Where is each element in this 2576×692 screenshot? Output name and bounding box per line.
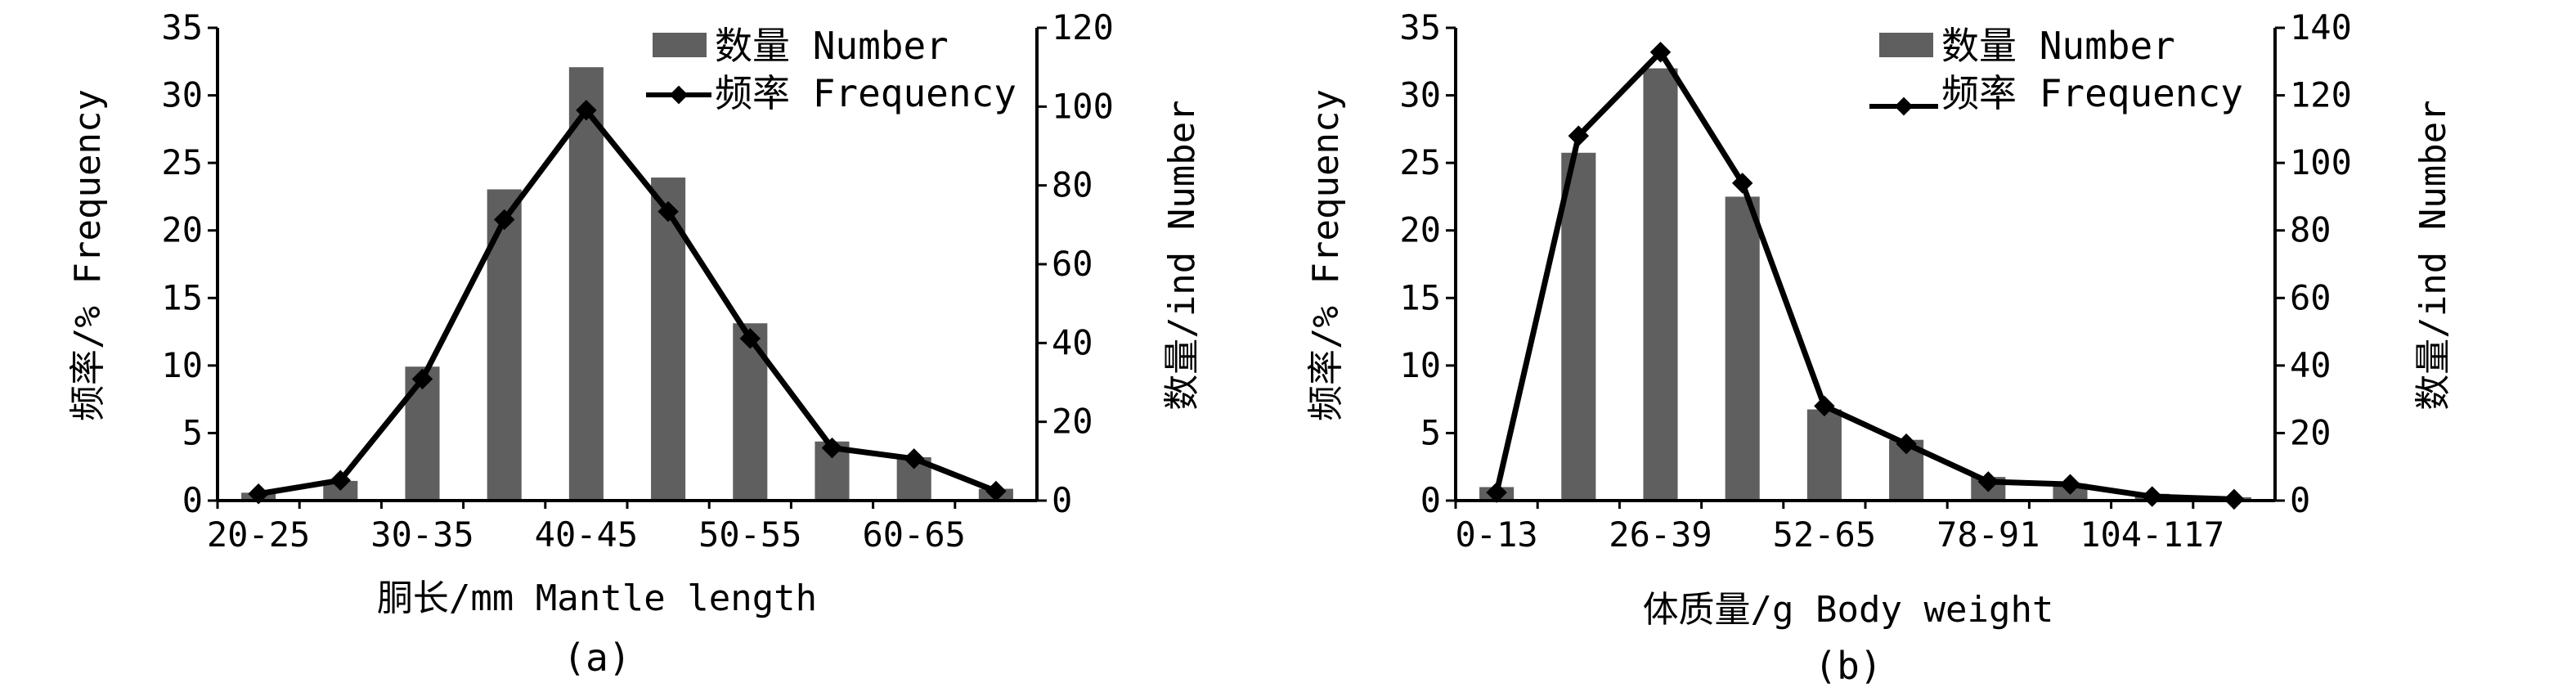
bar <box>568 67 604 501</box>
panel-a: 0 5 10 15 20 25 30 35 0 20 40 60 80 100 120 20-25 30-35 4… <box>67 7 1203 680</box>
right-y-axis-label: 数量/ind Number <box>1161 100 1203 410</box>
left-y-tick-label: 20 <box>1399 210 1441 250</box>
bar-series <box>1479 68 2251 501</box>
legend-bar-label: 数量 Number <box>1941 24 2175 68</box>
right-y-tick-label: 80 <box>2290 210 2331 250</box>
legend-line-label: 频率 Frequency <box>1941 71 2243 115</box>
line-point <box>411 368 433 390</box>
right-y-tick-label: 20 <box>1052 402 1093 442</box>
x-tick-label: 20-25 <box>207 515 310 555</box>
left-y-tick-label: 25 <box>161 142 203 182</box>
bar <box>1806 409 1842 501</box>
left-y-tick-label: 15 <box>161 277 203 317</box>
legend-line-label: 频率 Frequency <box>715 71 1016 115</box>
right-y-tick-label: 40 <box>2290 345 2331 385</box>
right-y-tick-label: 0 <box>2290 480 2310 520</box>
bar <box>1643 68 1678 501</box>
line-point <box>2141 486 2163 507</box>
left-y-tick-label: 5 <box>1420 412 1441 452</box>
line-point <box>330 470 352 491</box>
line-point <box>2224 488 2245 510</box>
left-y-tick-label: 15 <box>1399 277 1441 317</box>
legend-bar-swatch <box>653 33 707 57</box>
right-y-tick-label: 100 <box>2290 142 2352 182</box>
x-tick-label: 50-55 <box>698 515 801 555</box>
left-y-tick-label: 35 <box>1399 7 1441 47</box>
right-y-tick-label: 120 <box>1052 7 1114 47</box>
right-y-tick-label: 140 <box>2290 7 2352 47</box>
x-tick-label: 0-13 <box>1456 515 1538 555</box>
line-series <box>248 100 1007 505</box>
line-point <box>248 483 269 505</box>
legend-bar-label: 数量 Number <box>715 24 949 68</box>
left-y-tick-label: 0 <box>182 480 203 520</box>
right-y-tick-label: 80 <box>1052 165 1093 205</box>
x-axis-label: 体质量/g Body weight <box>1643 589 2054 631</box>
bar <box>487 189 522 501</box>
x-tick-label: 26-39 <box>1609 515 1712 555</box>
x-tick-label: 52-65 <box>1773 515 1876 555</box>
line-point <box>493 209 515 231</box>
x-tick-label: 30-35 <box>370 515 473 555</box>
x-tick-label: 104-117 <box>2080 515 2224 555</box>
frequency-line <box>1493 49 2235 502</box>
axis-ticks: 0 5 10 15 20 25 30 35 0 20 40 60 80 100 120 140 0-13 26-3… <box>1399 7 2351 555</box>
x-axis-label: 胴长/mm Mantle length <box>377 577 817 619</box>
panel-label: (a) <box>563 636 631 680</box>
right-y-tick-label: 100 <box>1052 86 1114 126</box>
left-y-tick-label: 20 <box>161 210 203 250</box>
legend-line-marker <box>669 85 689 105</box>
right-y-tick-label: 60 <box>1052 244 1093 284</box>
bar-series <box>241 67 1013 501</box>
legend-line-marker <box>1894 97 1914 116</box>
left-y-tick-label: 10 <box>161 345 203 385</box>
left-y-axis-label: 频率/% Frequency <box>67 89 109 421</box>
line-point <box>657 200 679 222</box>
left-y-tick-label: 0 <box>1420 480 1441 520</box>
legend: 数量 Number 频率 Frequency <box>646 24 1016 115</box>
axis-ticks: 0 5 10 15 20 25 30 35 0 20 40 60 80 100 120 20-25 30-35 4… <box>161 7 1113 555</box>
line-series <box>1486 41 2245 510</box>
left-y-tick-label: 30 <box>161 75 203 115</box>
bar <box>1561 152 1596 501</box>
line-point <box>739 328 761 349</box>
bar <box>1725 196 1760 501</box>
legend: 数量 Number 频率 Frequency <box>1869 24 2243 116</box>
left-y-axis-label: 频率/% Frequency <box>1305 89 1347 421</box>
right-y-tick-label: 120 <box>2290 75 2352 115</box>
panel-b: 0 5 10 15 20 25 30 35 0 20 40 60 80 100 120 140 0-13 26-3… <box>1305 7 2454 688</box>
line-point <box>576 100 597 121</box>
frequency-line <box>258 107 998 497</box>
panel-label: (b) <box>1814 644 1882 688</box>
left-y-tick-label: 10 <box>1399 345 1441 385</box>
right-y-tick-label: 40 <box>1052 322 1093 362</box>
x-tick-label: 40-45 <box>535 515 638 555</box>
left-y-tick-label: 25 <box>1399 142 1441 182</box>
right-y-tick-label: 20 <box>2290 412 2331 452</box>
legend-bar-swatch <box>1879 33 1933 57</box>
line-point <box>821 437 843 459</box>
left-y-tick-label: 5 <box>182 412 203 452</box>
left-y-tick-label: 35 <box>161 7 203 47</box>
x-tick-label: 60-65 <box>862 515 965 555</box>
right-y-axis-label: 数量/ind Number <box>2412 100 2454 410</box>
left-y-tick-label: 30 <box>1399 75 1441 115</box>
right-y-tick-label: 60 <box>2290 277 2331 317</box>
x-tick-label: 78-91 <box>1936 515 2040 555</box>
right-y-tick-label: 0 <box>1052 480 1072 520</box>
